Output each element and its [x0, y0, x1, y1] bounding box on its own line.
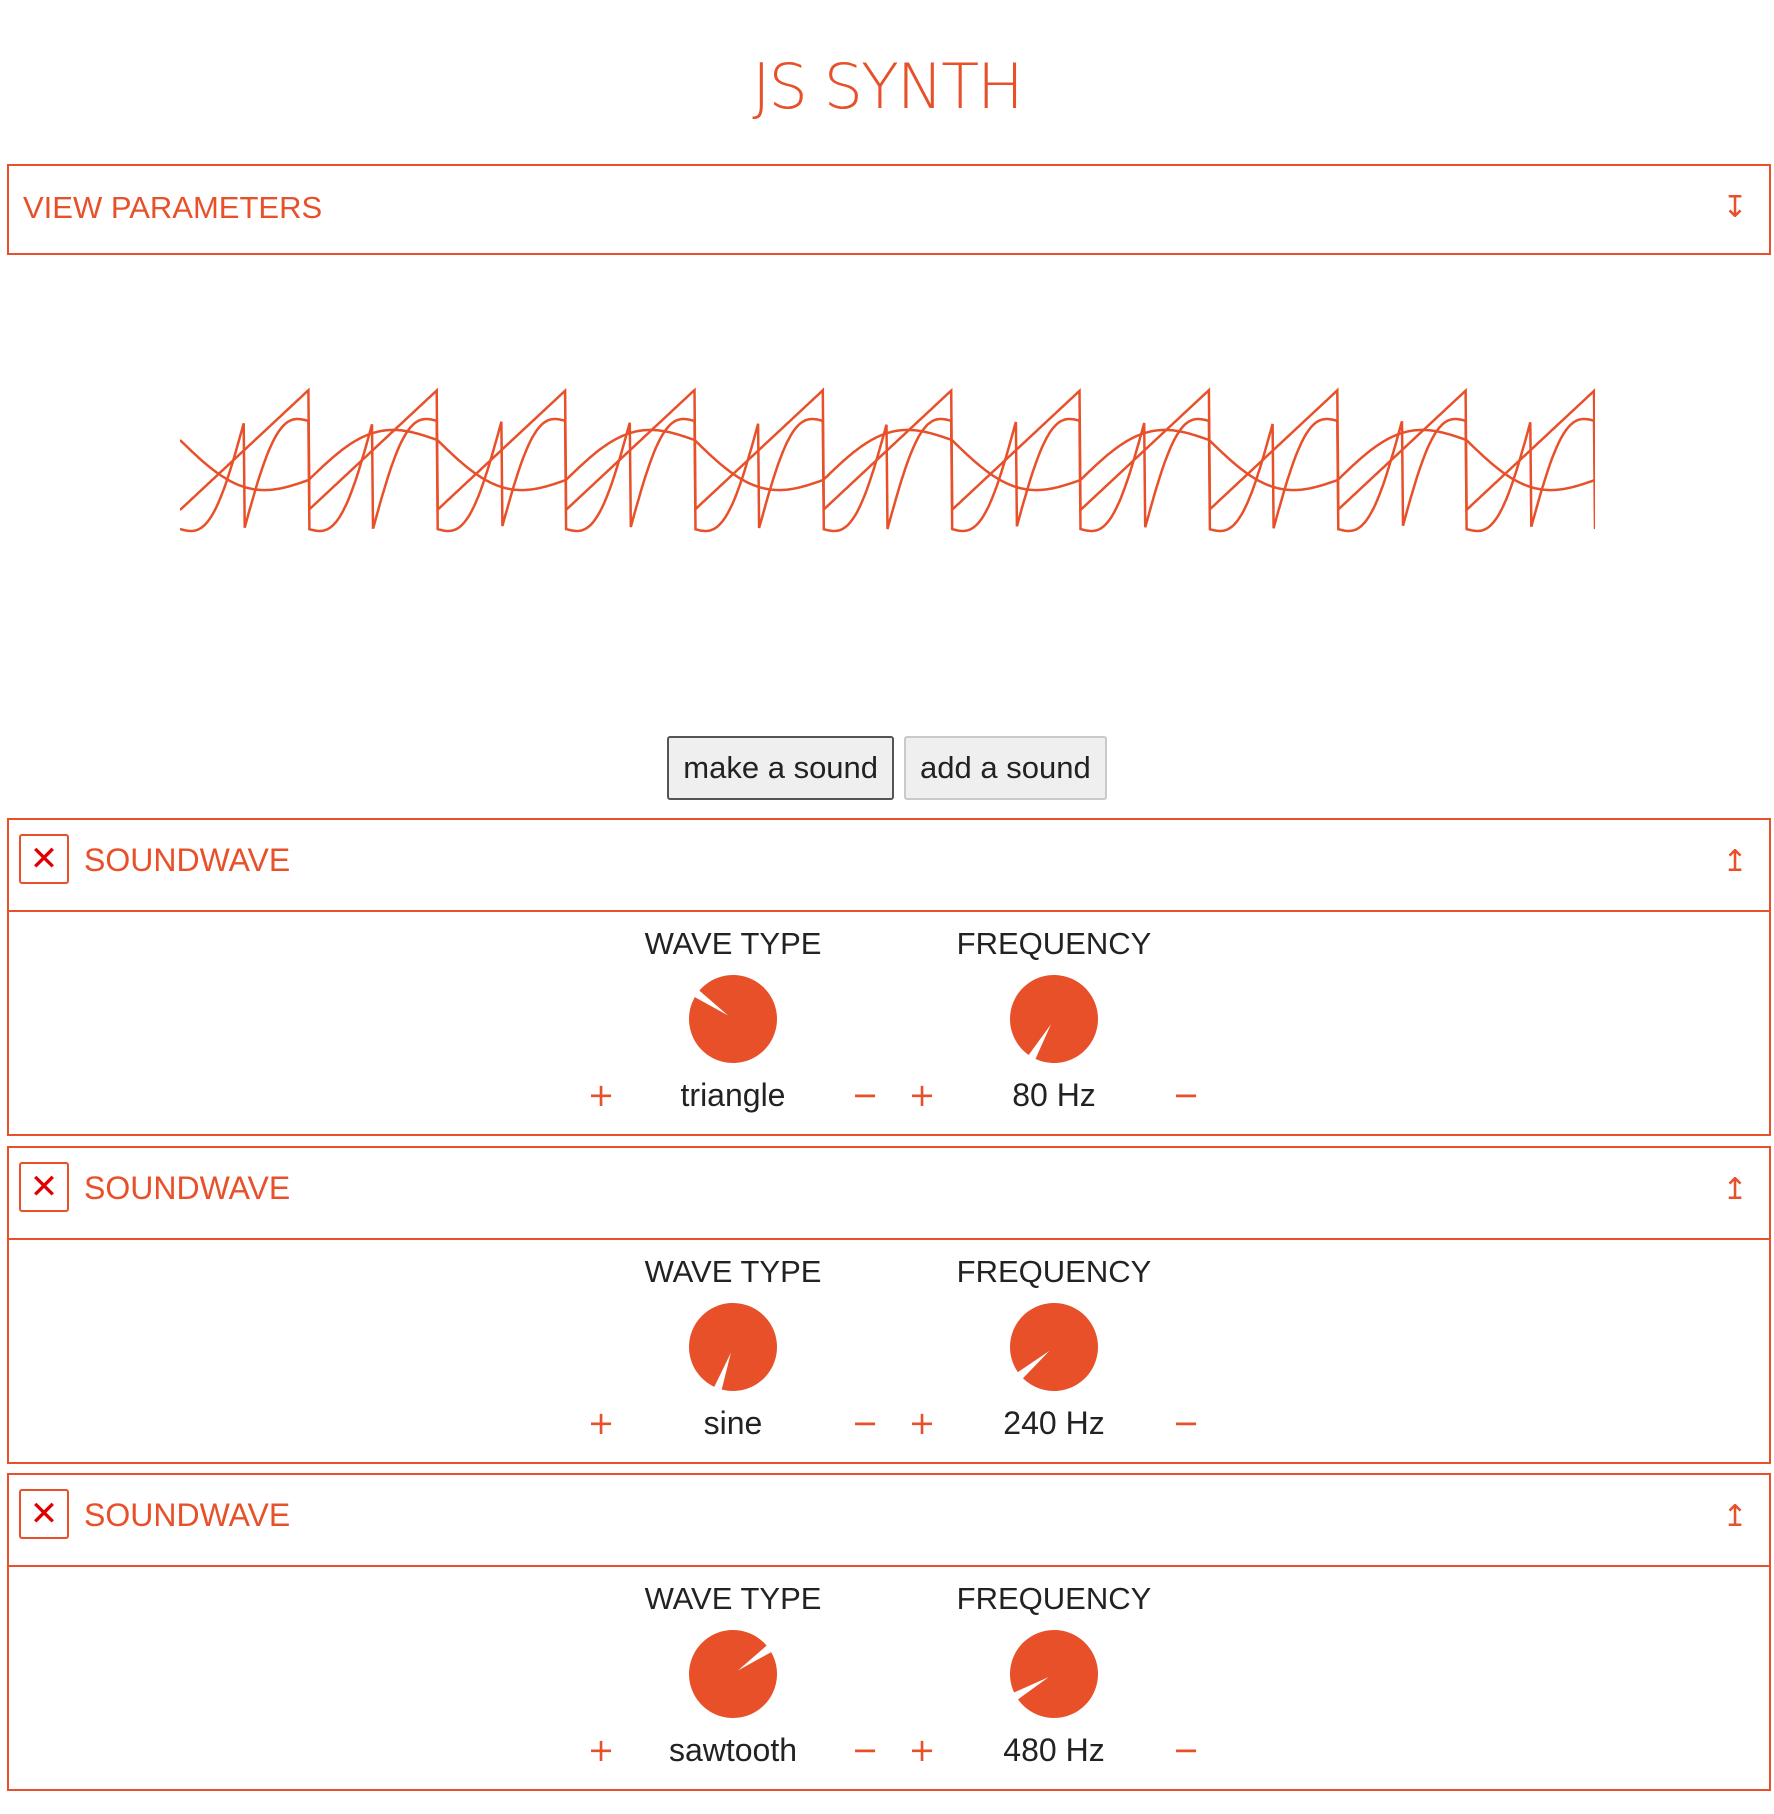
decrement-button[interactable]: − [1172, 1731, 1200, 1769]
wave-type-label: WAVE TYPE [644, 1581, 822, 1616]
increment-button[interactable]: + [908, 1731, 936, 1769]
close-icon[interactable]: ✕ [19, 1162, 69, 1212]
frequency-value: 240 Hz [1003, 1405, 1105, 1441]
wave-type-control: WAVE TYPE + triangle − [588, 912, 879, 1132]
frequency-control: FREQUENCY + 80 Hz − [909, 912, 1200, 1132]
frequency-knob[interactable] [1009, 1629, 1099, 1719]
decrement-button[interactable]: − [851, 1076, 879, 1114]
view-parameters-panel[interactable]: VIEW PARAMETERS ↧ [7, 164, 1771, 255]
soundwave-title: SOUNDWAVE [84, 842, 291, 878]
wave-type-value: sine [703, 1405, 763, 1441]
soundwave-panel: ✕ SOUNDWAVE ↥ WAVE TYPE + sine − FREQUEN… [7, 1146, 1771, 1464]
view-parameters-label: VIEW PARAMETERS [23, 190, 323, 225]
frequency-control: FREQUENCY + 480 Hz − [909, 1567, 1200, 1787]
waveform-visualizer [180, 387, 1595, 533]
collapse-up-icon[interactable]: ↥ [1722, 1499, 1748, 1534]
decrement-button[interactable]: − [1172, 1404, 1200, 1442]
soundwave-header: ✕ SOUNDWAVE ↥ [9, 820, 1769, 912]
frequency-value: 480 Hz [1003, 1732, 1105, 1768]
waveform-line-triangle [180, 428, 1595, 492]
action-buttons: make a sound add a sound [0, 736, 1774, 800]
wave-type-value: sawtooth [668, 1732, 798, 1768]
increment-button[interactable]: + [908, 1076, 936, 1114]
wave-type-knob[interactable] [688, 974, 778, 1064]
soundwave-panel: ✕ SOUNDWAVE ↥ WAVE TYPE + sawtooth − FRE… [7, 1473, 1771, 1791]
wave-type-label: WAVE TYPE [644, 1254, 822, 1289]
increment-button[interactable]: + [908, 1404, 936, 1442]
decrement-button[interactable]: − [851, 1731, 879, 1769]
frequency-label: FREQUENCY [956, 1254, 1152, 1289]
frequency-label: FREQUENCY [956, 926, 1152, 961]
frequency-control: FREQUENCY + 240 Hz − [909, 1240, 1200, 1460]
collapse-up-icon[interactable]: ↥ [1722, 844, 1748, 879]
wave-type-label: WAVE TYPE [644, 926, 822, 961]
wave-type-control: WAVE TYPE + sine − [588, 1240, 879, 1460]
close-icon[interactable]: ✕ [19, 834, 69, 884]
soundwave-title: SOUNDWAVE [84, 1170, 291, 1206]
add-sound-button[interactable]: add a sound [904, 736, 1107, 800]
make-sound-button[interactable]: make a sound [667, 736, 895, 800]
frequency-knob[interactable] [1009, 974, 1099, 1064]
combined-waveform-line [180, 417, 1595, 533]
collapse-up-icon[interactable]: ↥ [1722, 1172, 1748, 1207]
frequency-value: 80 Hz [1012, 1077, 1096, 1113]
wave-type-value: triangle [680, 1077, 786, 1113]
app-title: JS SYNTH [752, 50, 1023, 123]
wave-type-control: WAVE TYPE + sawtooth − [588, 1567, 879, 1787]
soundwave-header: ✕ SOUNDWAVE ↥ [9, 1148, 1769, 1240]
soundwave-header: ✕ SOUNDWAVE ↥ [9, 1475, 1769, 1567]
increment-button[interactable]: + [587, 1076, 615, 1114]
expand-down-icon[interactable]: ↧ [1722, 190, 1748, 225]
increment-button[interactable]: + [587, 1731, 615, 1769]
close-icon[interactable]: ✕ [19, 1489, 69, 1539]
frequency-knob[interactable] [1009, 1302, 1099, 1392]
frequency-label: FREQUENCY [956, 1581, 1152, 1616]
wave-type-knob[interactable] [688, 1302, 778, 1392]
soundwave-panel: ✕ SOUNDWAVE ↥ WAVE TYPE + triangle − FRE… [7, 818, 1771, 1136]
increment-button[interactable]: + [587, 1404, 615, 1442]
wave-type-knob[interactable] [688, 1629, 778, 1719]
decrement-button[interactable]: − [851, 1404, 879, 1442]
decrement-button[interactable]: − [1172, 1076, 1200, 1114]
waveform-line-sawtooth [180, 387, 1595, 513]
soundwave-title: SOUNDWAVE [84, 1497, 291, 1533]
